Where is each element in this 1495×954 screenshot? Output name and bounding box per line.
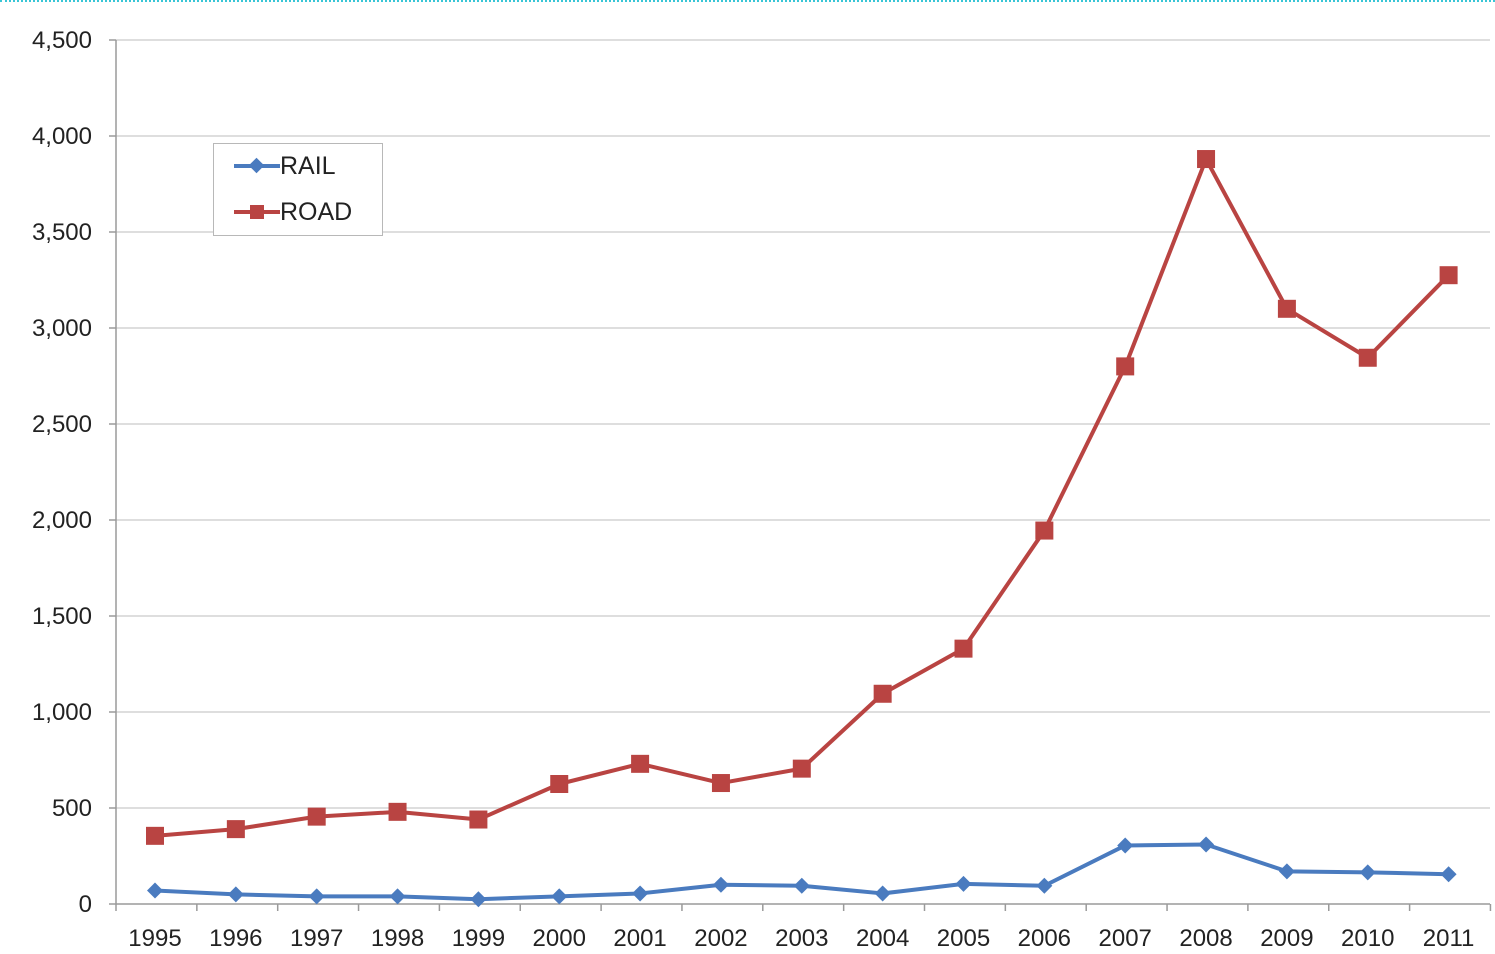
- x-tick-label: 1995: [128, 925, 181, 952]
- data-point-road: [1358, 348, 1377, 367]
- data-point-road: [631, 754, 650, 773]
- gridlines: [116, 39, 1490, 809]
- data-point-road: [1439, 266, 1458, 285]
- legend-swatch-road: [234, 198, 280, 226]
- data-point-road: [1277, 299, 1296, 318]
- x-tick-label: 1999: [452, 925, 505, 952]
- x-tick-label: 1996: [209, 925, 262, 952]
- y-tick-label: 2,000: [32, 507, 92, 534]
- data-point-road: [711, 774, 730, 793]
- data-point-road: [388, 802, 407, 821]
- data-point-rail: [955, 875, 972, 892]
- data-point-road: [550, 775, 569, 793]
- x-tick-label: 2006: [1018, 925, 1071, 952]
- data-point-road: [873, 684, 892, 703]
- data-point-road: [792, 759, 811, 778]
- x-tick-label: 1997: [290, 925, 343, 952]
- data-point-rail: [1278, 863, 1295, 880]
- x-tick-label: 2002: [694, 925, 747, 952]
- y-tick-label: 4,000: [32, 123, 92, 150]
- data-point-rail: [227, 886, 244, 903]
- data-point-road: [1197, 150, 1216, 169]
- y-tick-label: 3,500: [32, 219, 92, 246]
- axes: [109, 39, 1492, 911]
- x-tick-label: 2008: [1179, 925, 1232, 952]
- data-point-road: [469, 810, 488, 829]
- data-point-road: [1035, 521, 1054, 540]
- y-tick-labels: 0 500 1,000 1,500 2,000 2,500 3,000 3,500 4,000 4…: [32, 27, 92, 918]
- y-tick-label: 3,000: [32, 315, 92, 342]
- y-tick-label: 500: [52, 795, 92, 822]
- y-tick-label: 2,500: [32, 411, 92, 438]
- data-point-road: [146, 826, 164, 845]
- series: [146, 150, 1458, 908]
- x-tick-label: 2009: [1260, 925, 1313, 952]
- data-point-rail: [1440, 866, 1457, 883]
- legend: RAIL ROAD: [213, 143, 383, 236]
- data-point-rail: [874, 885, 891, 902]
- legend-item-rail: RAIL: [234, 152, 336, 180]
- series-line-road: [154, 157, 1451, 838]
- data-point-rail: [470, 891, 487, 908]
- x-tick-label: 2001: [613, 925, 666, 952]
- data-point-road: [954, 639, 973, 658]
- data-point-rail: [632, 885, 649, 902]
- y-tick-label: 0: [79, 891, 92, 918]
- data-point-rail: [793, 877, 810, 894]
- square-marker-icon: [250, 205, 264, 219]
- x-tick-label: 2004: [856, 925, 909, 952]
- legend-label-road: ROAD: [280, 198, 353, 226]
- data-point-road: [226, 820, 245, 839]
- x-tick-label: 2010: [1341, 925, 1394, 952]
- x-tick-label: 2003: [775, 925, 828, 952]
- data-point-rail: [1198, 836, 1215, 853]
- data-point-road: [307, 807, 326, 826]
- x-tick-label: 2005: [937, 925, 990, 952]
- y-tick-label: 1,500: [32, 603, 92, 630]
- data-point-rail: [389, 888, 406, 905]
- data-point-rail: [551, 888, 568, 905]
- x-tick-label: 1998: [371, 925, 424, 952]
- y-tick-label: 1,000: [32, 699, 92, 726]
- x-tick-label: 2011: [1423, 925, 1475, 952]
- legend-swatch-rail: [234, 152, 280, 180]
- data-point-rail: [308, 888, 325, 905]
- legend-item-road: ROAD: [234, 198, 352, 226]
- x-tick-labels: 1995 1996 1997 1998 1999 2000 2001 2002 2003 2004…: [128, 925, 1474, 952]
- legend-label-rail: RAIL: [280, 152, 336, 180]
- data-point-rail: [1036, 877, 1053, 894]
- data-point-rail: [147, 882, 163, 899]
- y-tick-label: 4,500: [32, 27, 92, 54]
- data-point-rail: [1359, 864, 1376, 881]
- data-point-road: [1116, 357, 1135, 376]
- data-point-rail: [1117, 837, 1134, 854]
- x-tick-label: 2007: [1099, 925, 1152, 952]
- diamond-marker-icon: [248, 157, 265, 174]
- x-tick-label: 2000: [533, 925, 586, 952]
- data-point-rail: [712, 876, 729, 893]
